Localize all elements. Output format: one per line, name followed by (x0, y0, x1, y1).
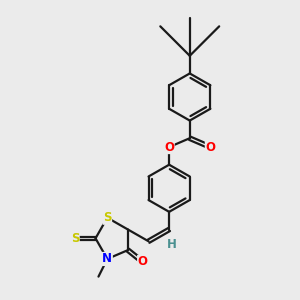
Text: O: O (164, 141, 174, 154)
Text: O: O (138, 255, 148, 268)
Text: O: O (206, 141, 215, 154)
Text: N: N (102, 252, 112, 266)
Text: S: S (71, 232, 79, 245)
Text: S: S (103, 211, 112, 224)
Text: H: H (167, 238, 177, 251)
